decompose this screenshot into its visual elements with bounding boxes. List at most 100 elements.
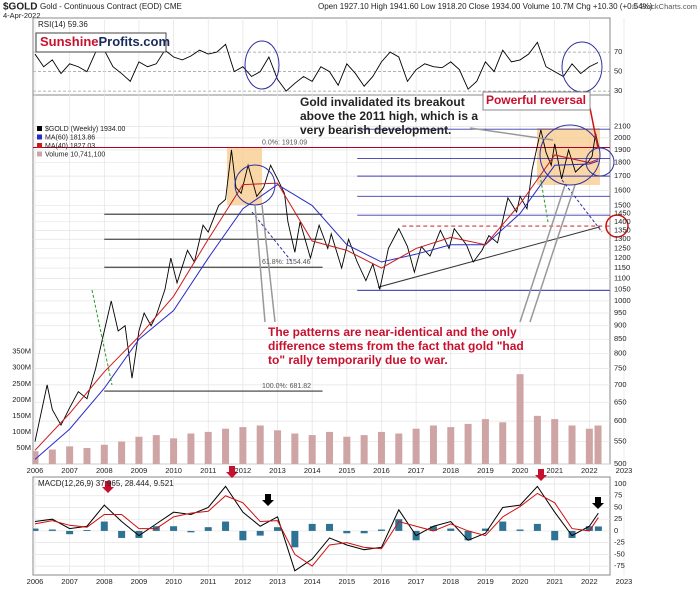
bar: [291, 530, 299, 548]
x-tick-label: 2015: [338, 466, 355, 475]
x-tick-label: 2023: [616, 466, 633, 475]
signal-arrow: [262, 494, 274, 506]
bar: [464, 530, 472, 541]
y-tick-label: 2000: [614, 133, 631, 142]
legend-label: $GOLD (Weekly) 1934.00: [45, 126, 126, 133]
bar: [118, 530, 126, 538]
y-tick-label: 50: [614, 502, 622, 511]
y-tick-label: 1400: [614, 217, 631, 226]
x-tick-label: 2006: [27, 466, 44, 475]
y-tick-label: 1500: [614, 201, 631, 210]
symbol: $GOLD: [3, 2, 37, 13]
x-tick-label: 2009: [131, 466, 148, 475]
bar: [187, 530, 195, 533]
x-tick-label: 2013: [269, 577, 286, 586]
x-tick-label: 2013: [269, 466, 286, 475]
x-tick-label: 2016: [373, 577, 390, 586]
legend-swatch: [37, 143, 42, 148]
y-tick-label: 800: [614, 348, 627, 357]
bar: [152, 435, 160, 464]
bar: [395, 519, 403, 531]
bar: [429, 425, 437, 464]
date: 4-Apr-2022: [3, 11, 41, 20]
bar: [274, 430, 282, 464]
legend-label: Volume 10,741,100: [45, 151, 105, 158]
legend-label: MA(40) 1827.03: [45, 143, 95, 150]
fib-label: 100.0%: 681.82: [262, 383, 311, 390]
bar: [551, 530, 559, 541]
y-tick-label: 650: [614, 397, 627, 406]
pointer-line: [469, 127, 554, 141]
y-tick-label: -25: [614, 538, 625, 547]
bar: [33, 451, 39, 464]
pointer-line: [589, 107, 599, 149]
signal-arrow: [592, 497, 604, 509]
x-tick-label: 2019: [477, 577, 494, 586]
bar: [66, 446, 74, 464]
bar: [499, 422, 507, 464]
guide-line: [539, 174, 549, 223]
guide-line: [561, 179, 603, 233]
panel-title: RSI(14) 59.36: [38, 20, 88, 29]
plot-area: [33, 374, 602, 464]
series-line: [34, 160, 599, 460]
bar: [360, 530, 368, 534]
legend-swatch: [37, 134, 42, 140]
y-tick-label: 600: [614, 416, 627, 425]
x-tick-label: 2011: [200, 466, 216, 475]
bar: [170, 526, 178, 531]
x-tick-label: 2011: [200, 577, 216, 586]
y-tick-label: 1350: [614, 225, 631, 234]
x-tick-label: 2018: [442, 466, 459, 475]
y-tick-label: 550: [614, 437, 627, 446]
circle-marker: [585, 147, 615, 177]
annotation-text: The patterns are near-identical and the …: [268, 325, 517, 339]
bar: [343, 530, 351, 534]
series-line: [34, 485, 599, 572]
pointer-line: [254, 204, 266, 323]
x-tick-label: 2020: [512, 577, 529, 586]
bar: [308, 435, 316, 464]
x-tick-label: 2012: [235, 577, 252, 586]
x-tick-label: 2014: [304, 466, 321, 475]
x-tick-label: 2007: [61, 466, 78, 475]
series-line: [34, 129, 599, 442]
y-tick-label: 950: [614, 308, 627, 317]
y-tick-label: 500: [614, 459, 627, 468]
y-tick-label: 100M: [12, 427, 31, 436]
legend-swatch: [37, 151, 42, 157]
bar: [222, 428, 230, 464]
y-tick-label: 250M: [12, 379, 31, 388]
bar: [48, 449, 56, 464]
y-tick-label: 1250: [614, 243, 631, 252]
y-tick-label: 50: [614, 67, 622, 76]
y-tick-label: 850: [614, 334, 627, 343]
annotation-text: difference stems from the fact that gold…: [268, 339, 524, 353]
legend-swatch: [37, 126, 42, 131]
bar: [516, 374, 524, 464]
guide-line: [91, 289, 113, 386]
y-tick-label: 750: [614, 364, 627, 373]
bar-layer: [33, 374, 602, 548]
rsi-frame: [32, 17, 611, 96]
bar: [187, 433, 195, 464]
y-tick-label: -75: [614, 561, 625, 570]
bar: [100, 444, 108, 464]
annotation-text: Gold invalidated its breakout: [300, 95, 465, 109]
bar: [447, 528, 455, 531]
y-tick-label: 1300: [614, 234, 631, 243]
series-line: [34, 41, 599, 92]
bar: [594, 526, 602, 531]
bar: [343, 436, 351, 464]
y-tick-label: 700: [614, 380, 627, 389]
x-tick-label: 2012: [235, 466, 252, 475]
y-tick-label: 1800: [614, 158, 631, 167]
x-tick-label: 2020: [512, 466, 529, 475]
bar: [256, 530, 264, 536]
instrument-name: Gold - Continuous Contract (EOD) CME: [40, 2, 182, 11]
x-tick-label: 2015: [338, 577, 355, 586]
y-tick-label: 1700: [614, 171, 631, 180]
x-tick-label: 2007: [61, 577, 78, 586]
bar: [118, 441, 126, 464]
